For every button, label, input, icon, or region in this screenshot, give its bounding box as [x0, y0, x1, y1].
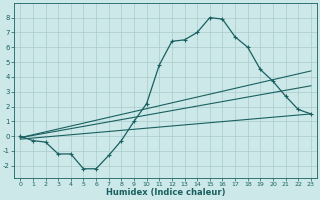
X-axis label: Humidex (Indice chaleur): Humidex (Indice chaleur) [106, 188, 225, 197]
